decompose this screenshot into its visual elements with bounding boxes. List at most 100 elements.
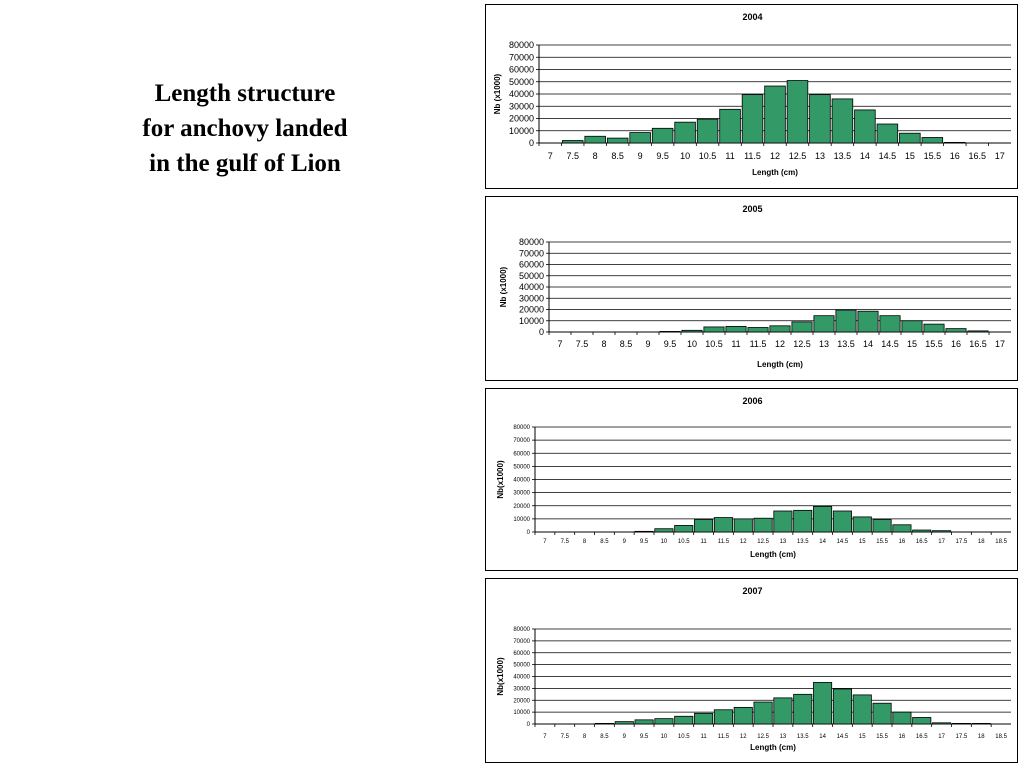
x-tick-label: 9.5: [664, 339, 677, 349]
x-tick-label: 15: [859, 734, 866, 740]
y-tick-label: 80000: [513, 627, 530, 633]
bar: [832, 688, 852, 725]
bar: [912, 529, 932, 533]
x-tick-label: 12: [740, 734, 747, 740]
y-tick-label: 30000: [513, 686, 530, 692]
bar: [659, 331, 681, 333]
bar: [793, 693, 813, 725]
x-tick-label: 16.5: [969, 339, 987, 349]
y-tick-label: 20000: [519, 305, 544, 315]
x-axis-label: Length (cm): [757, 360, 803, 369]
x-tick-label: 18: [978, 734, 985, 740]
bar: [769, 325, 791, 333]
y-axis-label: Nb (x1000): [493, 73, 502, 114]
chart-2007-panel: 2007 0 10000 20000 30000 40000 50000 60000 70000…: [485, 578, 1018, 763]
y-tick-label: 60000: [513, 451, 530, 457]
y-tick-label: 20000: [513, 504, 530, 510]
bar: [584, 135, 606, 144]
y-tick-label: 10000: [519, 316, 544, 326]
bar: [932, 530, 952, 533]
x-tick-label: 7.5: [566, 151, 579, 161]
x-tick-label: 17: [938, 539, 945, 545]
x-tick-label: 10: [687, 339, 697, 349]
bar: [594, 723, 614, 725]
bar: [813, 315, 835, 333]
chart-2004-svg: 2004 0 10000 20000 30000 40000 50000 60000 70000…: [493, 12, 1011, 177]
y-tick-label: 40000: [509, 89, 534, 99]
bar: [674, 121, 696, 144]
x-tick-label: 13.5: [797, 734, 809, 740]
x-tick-label: 7: [543, 734, 547, 740]
x-tick-label: 8.5: [600, 539, 609, 545]
bar: [921, 137, 944, 144]
y-tick-label: 60000: [513, 651, 530, 657]
bar: [813, 682, 833, 725]
x-axis-label: Length (cm): [752, 168, 798, 177]
y-tick-label: 70000: [513, 438, 530, 444]
x-tick-label: 10: [661, 734, 668, 740]
bar: [879, 315, 901, 333]
x-tick-label: 10: [661, 539, 668, 545]
x-tick-label: 10.5: [678, 539, 690, 545]
chart-title: 2005: [742, 204, 762, 214]
x-tick-label: 14: [819, 539, 826, 545]
bar: [674, 525, 694, 533]
x-tick-label: 7.5: [561, 539, 570, 545]
x-tick-label: 15: [859, 539, 866, 545]
bar: [901, 320, 923, 333]
y-tick-label: 0: [539, 327, 544, 337]
bar: [793, 509, 813, 533]
bar: [753, 517, 773, 533]
x-tick-label: 12: [740, 539, 747, 545]
y-tick-label: 70000: [509, 52, 534, 62]
x-tick-label: 18.5: [995, 539, 1007, 545]
bar: [835, 309, 857, 333]
x-tick-label: 8: [583, 539, 587, 545]
x-tick-label: 11.5: [718, 734, 730, 740]
bar: [923, 323, 945, 333]
x-tick-label: 12.5: [793, 339, 811, 349]
y-tick-label: 50000: [513, 464, 530, 470]
y-tick-label: 50000: [509, 77, 534, 87]
y-axis-label: Nb(x1000): [496, 657, 505, 696]
bar: [694, 712, 714, 725]
x-tick-label: 16.5: [916, 539, 928, 545]
x-tick-label: 16: [951, 339, 961, 349]
bar: [634, 530, 654, 533]
x-tick-label: 15.5: [876, 734, 888, 740]
y-tick-label: 10000: [509, 126, 534, 136]
bar: [872, 702, 892, 725]
y-tick-label: 0: [527, 722, 531, 728]
x-tick-label: 11: [700, 734, 707, 740]
bar: [932, 722, 952, 725]
bar: [773, 510, 793, 533]
slide-title-line-3: in the gulf of Lion: [149, 150, 341, 177]
x-tick-label: 16: [899, 734, 906, 740]
x-axis-label: Length (cm): [750, 743, 796, 752]
bar: [791, 321, 813, 333]
bar: [733, 706, 753, 725]
x-tick-label: 17.5: [956, 734, 968, 740]
bar: [944, 141, 966, 144]
chart-2006-svg: 2006 0 10000 20000 30000 40000 50000 60000 70000…: [496, 396, 1011, 559]
x-tick-label: 11: [700, 539, 707, 545]
slide-title-line-2: for anchovy landed: [142, 115, 348, 142]
x-tick-label: 13: [780, 539, 787, 545]
x-tick-label: 15: [907, 339, 917, 349]
x-tick-label: 12.5: [789, 151, 807, 161]
bar: [892, 711, 912, 725]
x-tick-label: 16: [899, 539, 906, 545]
bar: [876, 123, 899, 144]
y-tick-label: 70000: [519, 248, 544, 258]
x-tick-label: 8.5: [611, 151, 624, 161]
x-tick-label: 12.5: [757, 734, 769, 740]
bar: [786, 80, 809, 144]
bar: [854, 109, 876, 144]
bar: [733, 518, 753, 533]
y-tick-label: 40000: [513, 675, 530, 681]
bar: [654, 718, 674, 725]
y-tick-label: 80000: [519, 237, 544, 247]
y-tick-label: 70000: [513, 639, 530, 645]
bar: [741, 94, 764, 144]
